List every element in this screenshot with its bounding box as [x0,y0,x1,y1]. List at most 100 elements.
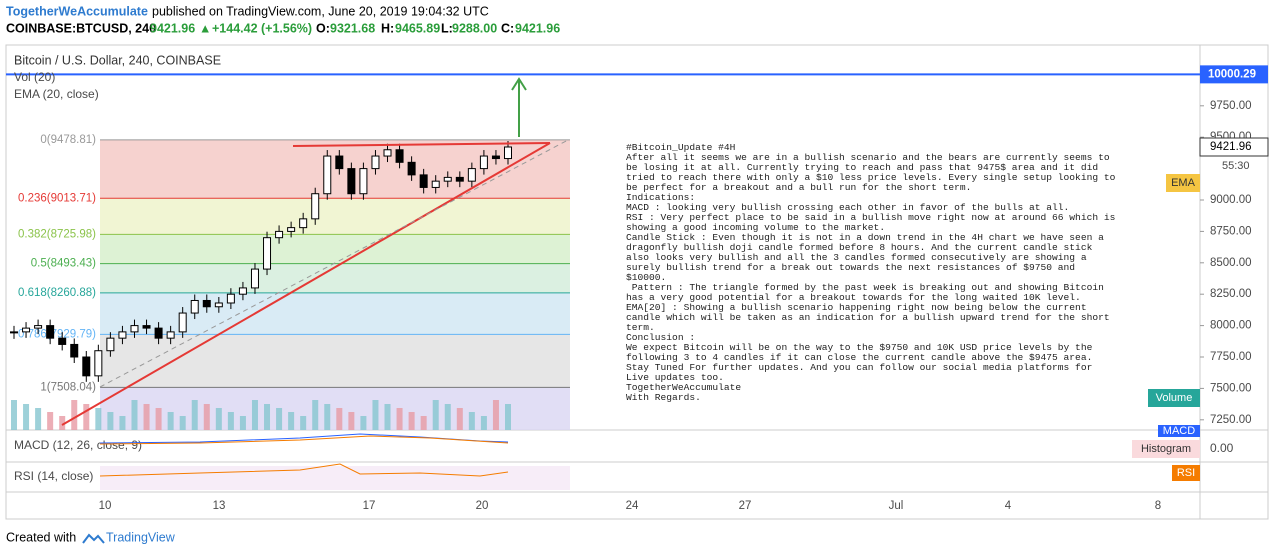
fib-label: 0(9478.81) [40,134,96,146]
candle [190,299,199,314]
note-line: TogetherWeAccumulate [626,382,742,393]
fib-band [100,234,570,264]
candle [419,174,428,188]
candle [395,149,404,163]
volume-bar [480,416,487,430]
logo [82,533,105,544]
legend-ema: EMA (20, close) [14,87,99,101]
volume-bar [107,412,114,430]
fib-label: 0.5(8493.43) [31,258,96,270]
candle [10,331,18,334]
author[interactable]: TogetherWeAccumulate [6,4,148,18]
target-label: 10000.29 [1208,68,1256,80]
volume-bar [83,404,90,430]
candle [214,302,223,308]
candle [455,176,464,182]
volume-bar [348,412,355,430]
price-tick-label: 7500.00 [1210,382,1252,394]
volume-bar [227,412,234,430]
fib-label: 0.786(7929.79) [18,328,96,340]
support-line [61,142,551,426]
legend-vol: Vol (20) [14,70,55,84]
legend-macd: MACD (12, 26, close, 9) [14,438,142,452]
rsi-tag-text: RSI [1177,467,1195,479]
date-label: 27 [739,500,752,512]
volume-bar [505,404,511,430]
date-label: 10 [99,500,112,512]
date-label: 4 [1005,500,1012,512]
volume-bar [312,400,319,430]
volume-bar [131,400,138,430]
volume-bar [203,404,210,430]
volume-bar [179,416,186,430]
footer-created: Created with [6,530,76,544]
candle [323,155,332,195]
price-tick-label: 8750.00 [1210,225,1252,237]
note-line: has a very good potential for a breakout… [626,292,1081,303]
arrow-head [511,77,527,91]
volume-bar [384,404,391,430]
candle [431,180,440,188]
candle [130,325,139,333]
rsi-tag [1172,465,1200,481]
macd-zero: 0.00 [1210,441,1234,455]
candle [311,193,320,220]
volume-bar [59,416,66,430]
candle [504,146,512,160]
candle [106,337,115,352]
candle [178,312,187,333]
candle [275,230,284,239]
candle [118,331,127,339]
h-label: H: [381,21,394,35]
volume-bar [23,404,30,430]
candle [347,168,356,195]
volume-bar [155,408,162,430]
volume-bar [420,416,427,430]
symbol: COINBASE:BTCUSD, 240 [6,21,156,35]
volume-bar [119,416,126,430]
candle [94,350,103,377]
candle [287,227,296,232]
o: 9321.68 [330,21,375,35]
date-label: 13 [213,500,226,512]
volume-bar [95,408,102,430]
o-label: O: [316,21,330,35]
volume-bar [143,404,150,430]
candle [383,149,392,157]
candle [226,293,235,304]
date-label: 8 [1155,500,1161,512]
candle [46,325,55,339]
note-line: RSI : Very perfect place to be said in a… [626,212,1116,223]
volume-bar [191,400,198,430]
price-tick-label: 8250.00 [1210,288,1252,300]
volume-bar [215,408,222,430]
candle [34,325,43,329]
legend-title: Bitcoin / U.S. Dollar, 240, COINBASE [14,53,221,67]
note-line: surely bullish trend for a break out tow… [626,262,1076,273]
volume-bar [456,408,463,430]
candle [70,343,79,358]
volume-bar [324,404,331,430]
volume-bar [251,400,258,430]
note-line: $10000. [626,272,667,283]
candle [82,356,91,377]
candle [335,155,344,170]
countdown: 55:30 [1222,160,1250,172]
c-label: C: [501,21,514,35]
date-label: Jul [889,500,904,512]
fib-label: 1(7508.04) [40,381,96,393]
footer-brand[interactable]: TradingView [106,530,176,544]
volume-bar [167,412,174,430]
candle [142,325,151,329]
fib-band [100,198,570,235]
price-tick-label: 9750.00 [1210,100,1252,112]
candle [443,176,452,182]
current-label: 9421.96 [1210,141,1252,153]
volume-tag [1148,389,1200,407]
volume-bar [288,412,295,430]
candle [154,327,163,339]
fib-band [100,139,570,199]
candle [238,287,247,295]
volume-bar [492,400,499,430]
